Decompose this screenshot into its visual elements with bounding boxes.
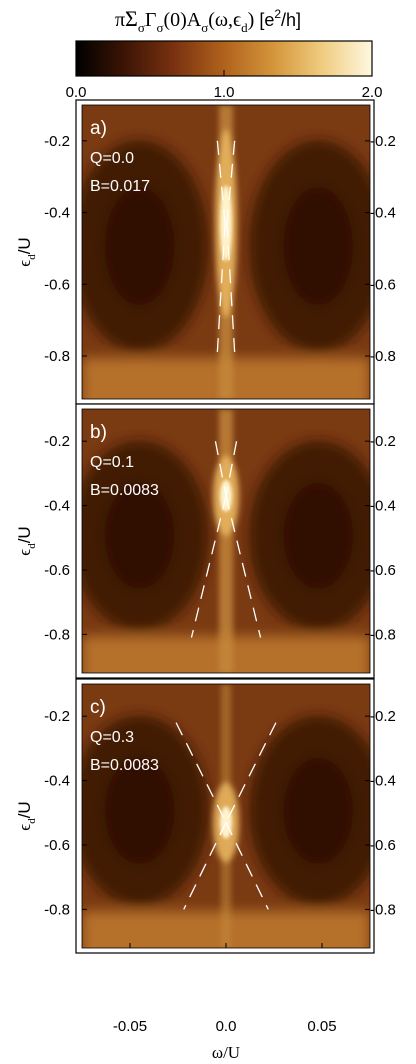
colorbar-title-units-sup: 2: [274, 7, 281, 21]
panel-annotations: b) Q=0.1 B=0.0083: [90, 422, 159, 499]
panel-label: b): [90, 422, 107, 443]
y-axis-ticks: -0.2 -0.2 -0.4 -0.4 -0.6 -0.6 -0.8 -0.8: [44, 708, 396, 918]
dashed-line: [225, 722, 277, 823]
y-axis-title: ϵd/U: [15, 237, 38, 266]
panel-a: -0.2 -0.2 -0.4 -0.4 -0.6 -0.6 -0.8 -0.8 a) Q=0.0 B…: [15, 99, 396, 405]
dashed-line: [175, 722, 227, 823]
dashed-lines: [175, 722, 277, 910]
dashed-line: [214, 441, 227, 497]
panels: -0.2 -0.2 -0.4 -0.4 -0.6 -0.6 -0.8 -0.8 a) Q=0.0 B…: [15, 99, 396, 1035]
y-axis-ticks: -0.2 -0.2 -0.4 -0.4 -0.6 -0.6 -0.8 -0.8: [44, 133, 396, 365]
y-axis-title: ϵd/U: [15, 526, 38, 555]
y-tick-label-right: -0.4: [370, 773, 396, 790]
colorbar-title-args: (ω,ϵ: [208, 9, 241, 31]
dashed-line: [225, 822, 269, 910]
heatmap: [82, 684, 370, 948]
colorbar-title-pi: π: [115, 9, 125, 31]
b-label: B=0.0083: [90, 757, 159, 774]
colorbar-title: πΣσΓσ(0)Aσ(ω,ϵd) [e2/h]: [115, 6, 301, 35]
colorbar-title-units-pre: [e: [254, 10, 274, 30]
y-tick-label-right: -0.8: [370, 901, 396, 918]
heatmap-dark-regions: [82, 440, 370, 673]
b-label: B=0.0083: [90, 482, 159, 499]
panel-b: -0.2 -0.2 -0.4 -0.4 -0.6 -0.6 -0.8 -0.8 b) Q=0.1 B…: [15, 403, 396, 679]
colorbar-tick-label: 2.0: [362, 84, 383, 101]
y-axis-title: ϵd/U: [15, 801, 38, 830]
q-label: Q=0.3: [90, 729, 134, 746]
y-tick-label-left: -0.4: [44, 498, 70, 515]
x-tick-label: -0.05: [113, 1018, 147, 1035]
colorbar-title-units-post: /h]: [281, 10, 301, 30]
y-tick-label-left: -0.4: [44, 205, 70, 222]
b-label: B=0.017: [90, 178, 150, 195]
x-tick-label: 0.05: [307, 1018, 336, 1035]
plot-border: [81, 104, 371, 400]
panel-annotations: a) Q=0.0 B=0.017: [90, 118, 150, 195]
y-tick-label-left: -0.2: [44, 133, 70, 150]
dashed-lines: [216, 140, 236, 353]
y-tick-label-left: -0.8: [44, 626, 70, 643]
y-tick-label-right: -0.6: [370, 562, 396, 579]
panel-label: a): [90, 118, 107, 139]
y-tick-label-right: -0.2: [370, 433, 396, 450]
colorbar-title-arg0: (0)A: [163, 9, 201, 31]
y-tick-label-left: -0.2: [44, 433, 70, 450]
heatmap: [82, 105, 370, 399]
colorbar-title-gamma: Γ: [145, 9, 157, 31]
panel-label: c): [90, 697, 106, 718]
dashed-line: [216, 140, 226, 224]
dashed-line: [190, 495, 227, 638]
heatmap-dark-regions: [82, 715, 370, 948]
dashed-line: [226, 140, 236, 224]
dashed-line: [183, 822, 227, 910]
panel-c: -0.2 -0.2 -0.4 -0.4 -0.6 -0.6 -0.8 -0.8 c) Q=0.3 B…: [15, 678, 396, 1035]
q-label: Q=0.0: [90, 150, 134, 167]
y-tick-label-right: -0.8: [370, 348, 396, 365]
x-axis-ticks: -0.05 0.0 0.05: [113, 943, 337, 1035]
x-axis-title: ω/U: [212, 1043, 240, 1062]
colorbar-title-a-sub: σ: [201, 20, 208, 35]
y-tick-label-left: -0.8: [44, 901, 70, 918]
panel-annotations: c) Q=0.3 B=0.0083: [90, 697, 159, 774]
y-axis-ticks: -0.2 -0.2 -0.4 -0.4 -0.6 -0.6 -0.8 -0.8: [44, 433, 396, 643]
y-tick-label-right: -0.6: [370, 276, 396, 293]
y-tick-label-right: -0.6: [370, 837, 396, 854]
y-tick-label-right: -0.4: [370, 205, 396, 222]
colorbar-title-gamma-sub: σ: [156, 20, 163, 35]
plot-border: [81, 408, 371, 674]
colorbar-tick-label: 0.0: [66, 84, 87, 101]
y-tick-label-right: -0.8: [370, 626, 396, 643]
y-tick-label-left: -0.4: [44, 773, 70, 790]
y-tick-label-left: -0.6: [44, 276, 70, 293]
heatmap: [82, 409, 370, 673]
colorbar-title-close: ): [248, 9, 255, 31]
colorbar-ticks: 0.0 1.0 2.0: [66, 70, 383, 101]
x-tick-label: 0.0: [216, 1018, 237, 1035]
colorbar-title-d-sub: d: [241, 20, 248, 35]
dashed-line: [225, 495, 262, 638]
y-tick-label-left: -0.6: [44, 837, 70, 854]
dashed-lines: [190, 441, 262, 638]
y-tick-label-right: -0.4: [370, 498, 396, 515]
colorbar-tick-label: 1.0: [214, 84, 235, 101]
colorbar-title-sigma: Σ: [125, 6, 138, 31]
dashed-line: [225, 441, 238, 497]
q-label: Q=0.1: [90, 454, 134, 471]
heatmap-peak: [220, 185, 232, 262]
y-tick-label-right: -0.2: [370, 133, 396, 150]
y-tick-label-right: -0.2: [370, 708, 396, 725]
y-tick-label-left: -0.8: [44, 348, 70, 365]
y-tick-label-left: -0.6: [44, 562, 70, 579]
y-tick-label-left: -0.2: [44, 708, 70, 725]
colorbar-title-sub: σ: [138, 20, 145, 35]
